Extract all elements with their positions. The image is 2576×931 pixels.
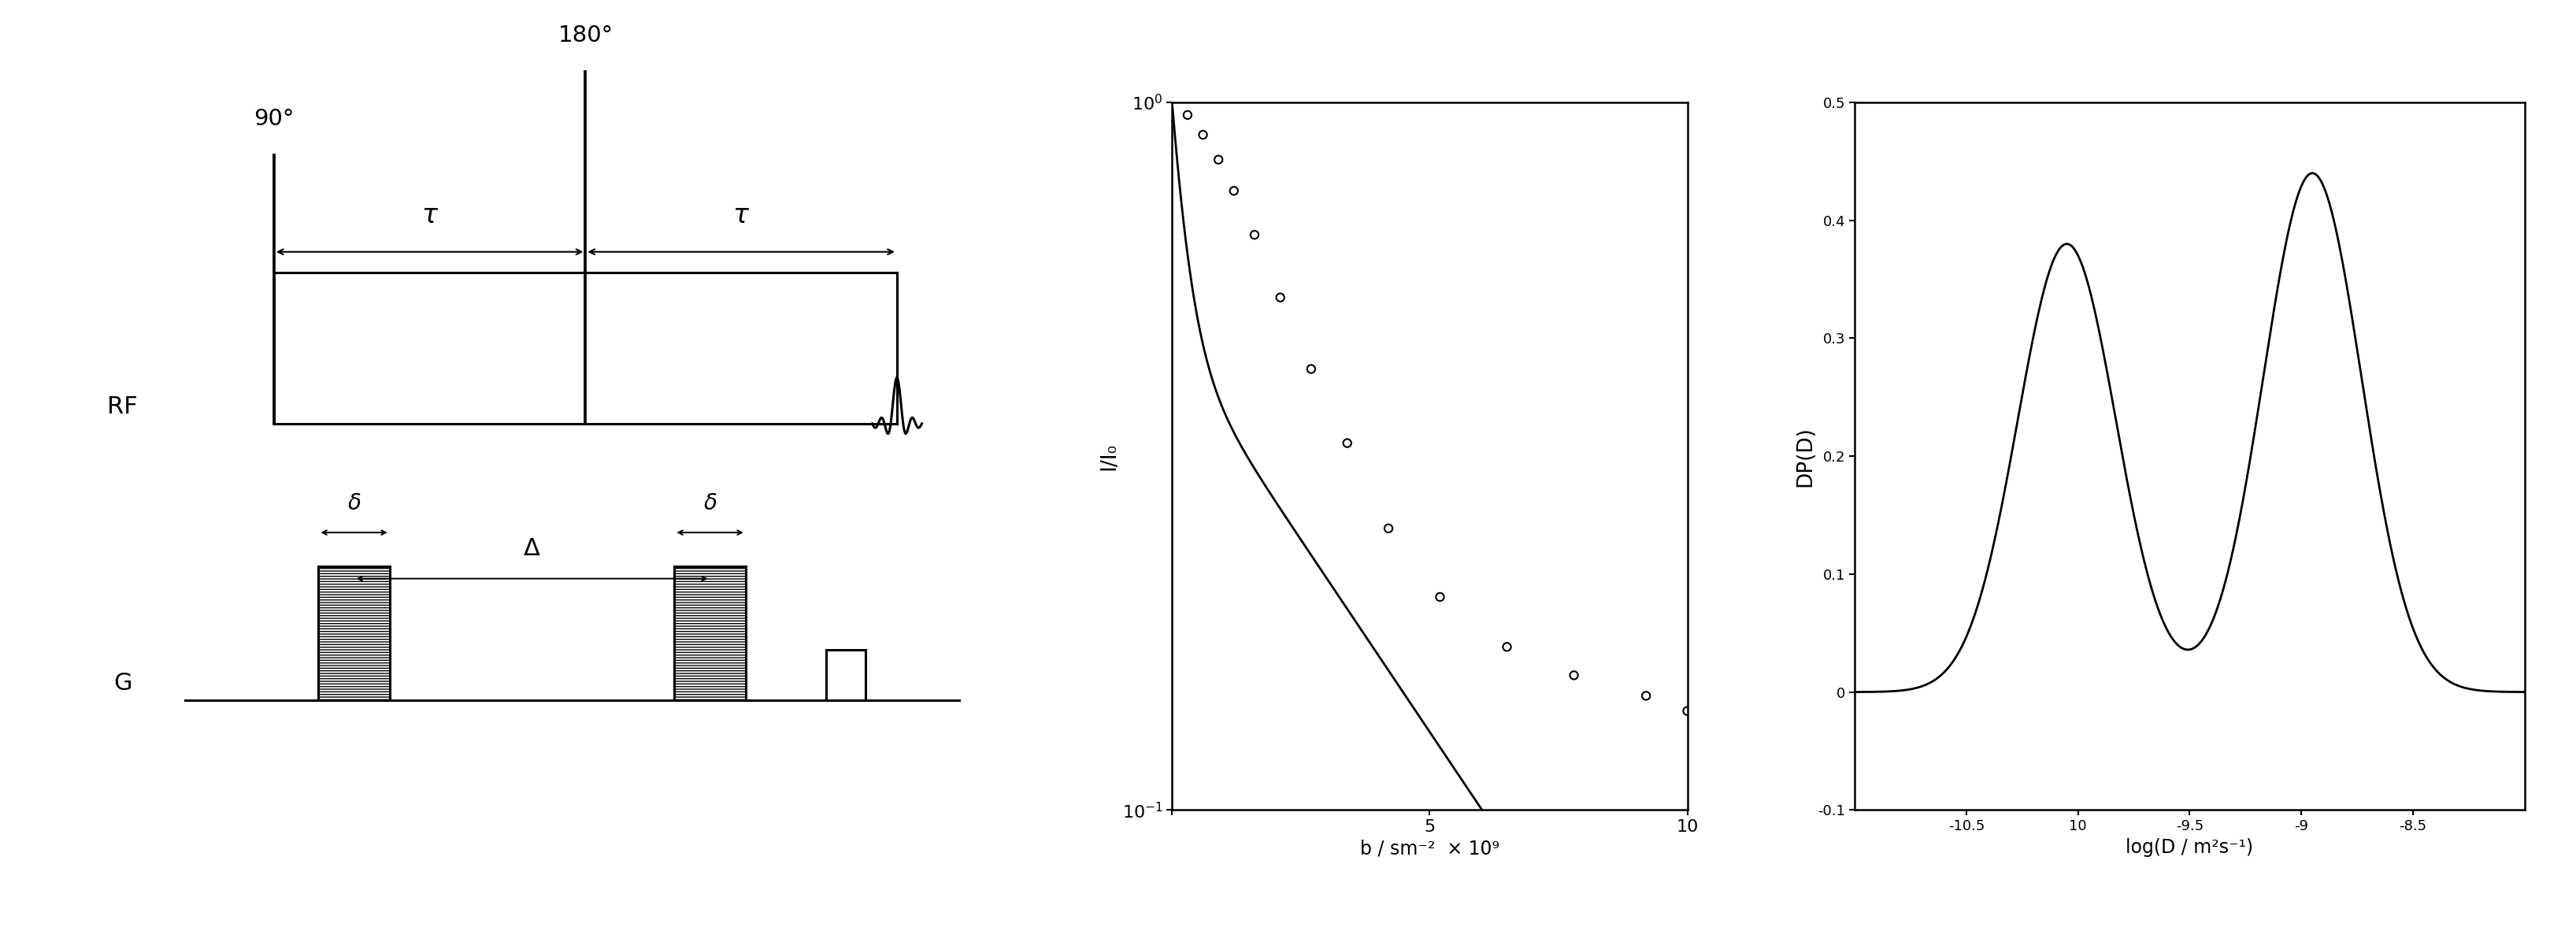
Text: G: G [113, 672, 131, 695]
Point [1368, 521, 1409, 536]
Text: $\delta$: $\delta$ [703, 492, 716, 514]
Point [1291, 361, 1332, 376]
Text: $\tau$: $\tau$ [732, 202, 750, 228]
Bar [675, 566, 744, 700]
Point [1198, 153, 1239, 168]
Text: 180°: 180° [559, 24, 613, 47]
Bar [827, 650, 866, 700]
Y-axis label: I/I₀: I/I₀ [1100, 442, 1121, 470]
Text: RF: RF [108, 396, 139, 418]
Point [1553, 668, 1595, 682]
Point [1667, 704, 1708, 719]
Text: $\tau$: $\tau$ [420, 202, 438, 228]
Text: $\delta$: $\delta$ [348, 492, 361, 514]
Point [1167, 107, 1208, 122]
Point [1182, 128, 1224, 142]
X-axis label: b / sm⁻²  × 10⁹: b / sm⁻² × 10⁹ [1360, 840, 1499, 858]
Text: 90°: 90° [255, 108, 294, 130]
Point [1234, 227, 1275, 242]
Point [1327, 436, 1368, 451]
Point [1260, 290, 1301, 305]
Y-axis label: DP(D): DP(D) [1795, 425, 1816, 487]
Text: $\Delta$: $\Delta$ [523, 537, 541, 560]
Point [1213, 183, 1255, 198]
Point [1625, 688, 1667, 703]
Point [1486, 640, 1528, 654]
X-axis label: log(D / m²s⁻¹): log(D / m²s⁻¹) [2125, 838, 2254, 857]
Point [1419, 589, 1461, 604]
Bar [319, 566, 389, 700]
